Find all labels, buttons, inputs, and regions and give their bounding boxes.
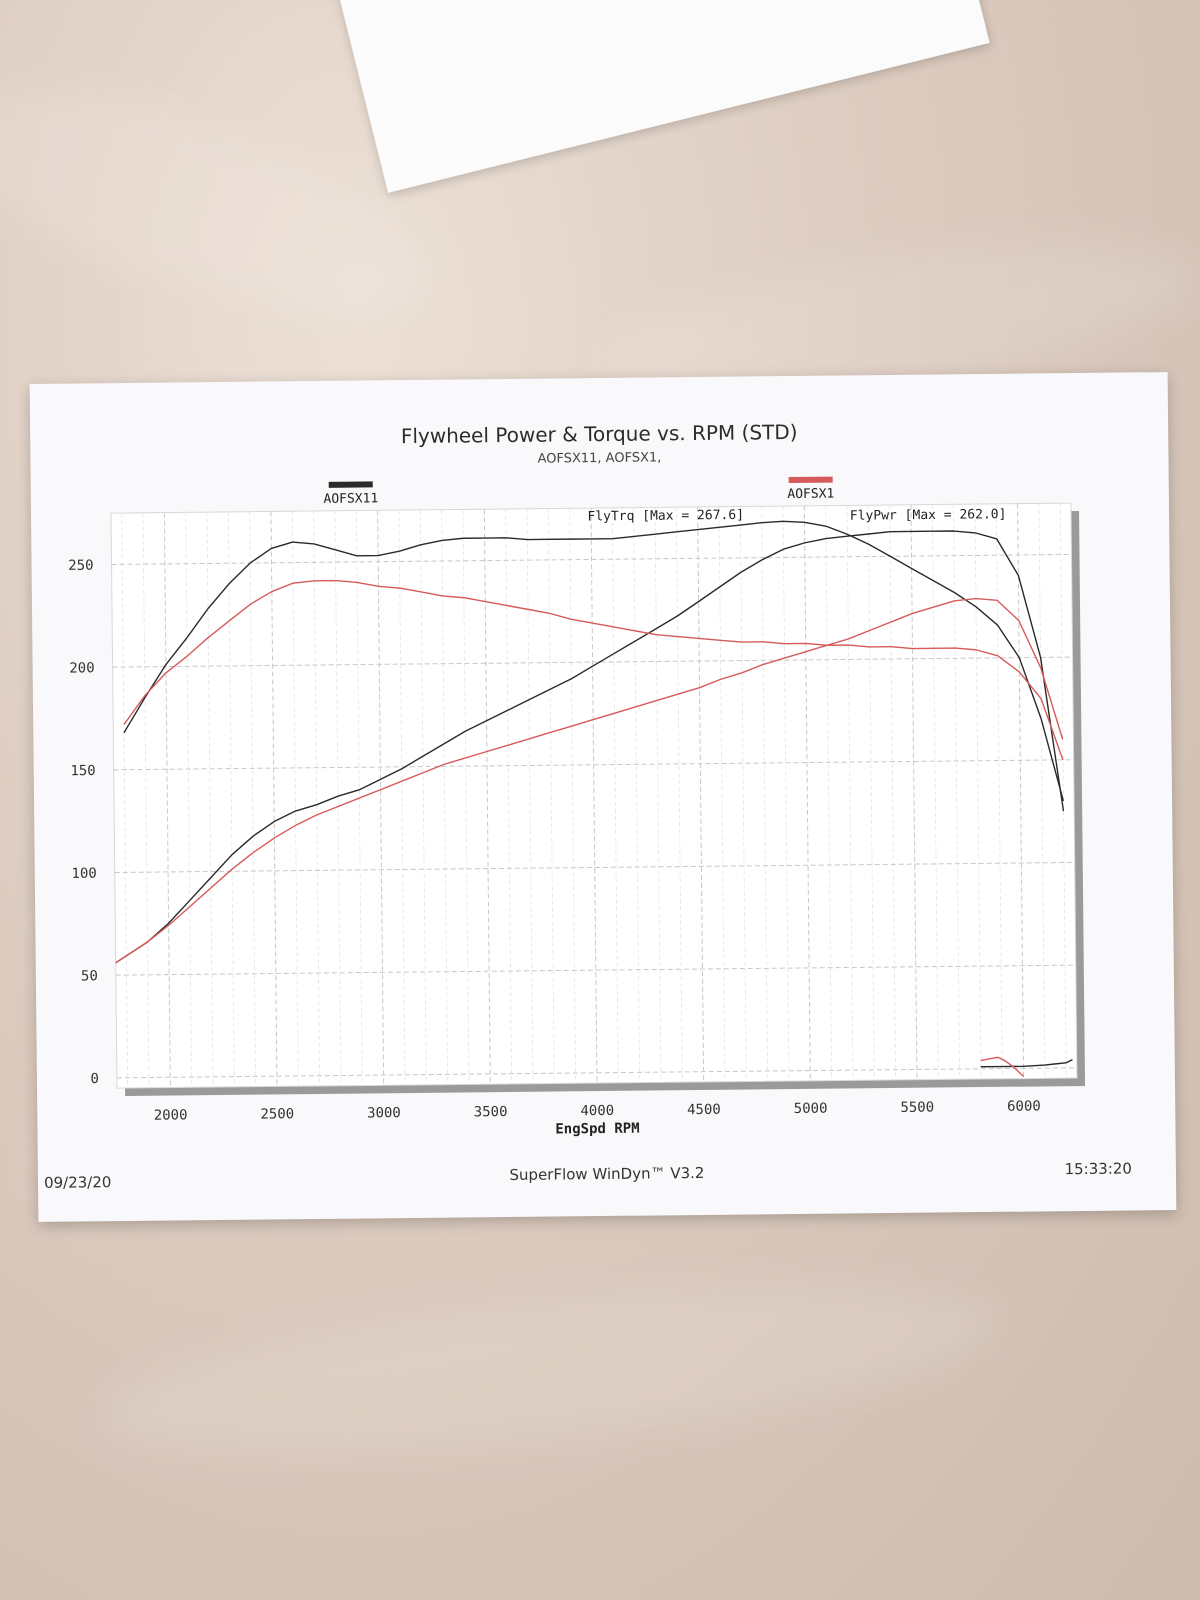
minor-gridline [889, 504, 897, 1080]
minor-gridline [953, 504, 961, 1080]
minor-gridline [185, 512, 193, 1088]
chart-annotation: FlyTrq [Max = 267.6] [587, 508, 744, 525]
fabric-fold [95, 1253, 1005, 1487]
minor-gridline [569, 508, 577, 1084]
minor-gridline [505, 508, 513, 1084]
y-gridline [114, 861, 1075, 873]
x-tick-label: 3500 [474, 1104, 508, 1120]
y-tick-label: 100 [71, 866, 96, 882]
series-line-aofsx1-tail [980, 1056, 1025, 1078]
minor-gridline [974, 504, 982, 1080]
x-tick-label: 3000 [367, 1105, 401, 1121]
minor-gridline [441, 509, 449, 1085]
dyno-printout-sheet: 2000 2500 3000 3500 4000 4500 5000 5500 6000 0 50 1… [29, 372, 1177, 1222]
legend-swatch [328, 481, 373, 488]
series-line-aofsx11-flypwr [115, 530, 1065, 964]
print-time: 15:33:20 [1064, 1159, 1133, 1179]
x-tick-label: 4000 [580, 1103, 614, 1119]
minor-gridline [313, 511, 321, 1086]
minor-gridline [1059, 503, 1067, 1079]
y-tick-label: 50 [81, 968, 98, 984]
series-line-aofsx1-flypwr [115, 597, 1064, 964]
minor-gridline [718, 506, 726, 1082]
minor-gridline [526, 508, 534, 1084]
y-tick-label: 200 [69, 660, 94, 676]
minor-gridline [867, 505, 875, 1081]
minor-gridline [782, 506, 790, 1082]
x-tick-label: 5500 [900, 1100, 934, 1116]
minor-gridline [398, 510, 406, 1086]
minor-gridline [611, 507, 619, 1083]
minor-gridline [995, 503, 1003, 1079]
chart-annotation: FlyPwr [Max = 262.0] [850, 507, 1007, 524]
minor-gridline [846, 505, 854, 1081]
series-line-aofsx11-tail [980, 1058, 1073, 1068]
minor-gridline [931, 504, 939, 1080]
minor-gridline [121, 513, 129, 1088]
minor-gridline [761, 506, 769, 1082]
minor-gridline [739, 506, 747, 1082]
minor-gridline [462, 509, 470, 1085]
y-tick-label: 0 [90, 1071, 99, 1087]
x-tick-label: 6000 [1007, 1098, 1041, 1114]
minor-gridline [419, 509, 427, 1085]
y-gridline [115, 964, 1076, 976]
x-tick-label: 4500 [687, 1102, 721, 1118]
minor-gridline [675, 507, 683, 1083]
minor-gridline [654, 507, 662, 1083]
legend-swatch [788, 476, 833, 484]
y-tick-label: 250 [68, 558, 93, 574]
minor-gridline [227, 511, 235, 1087]
x-axis-label: EngSpd RPM [555, 1121, 639, 1138]
minor-gridline [1038, 503, 1046, 1079]
minor-gridline [334, 510, 342, 1086]
plot-frame [110, 502, 1078, 1089]
y-gridline [116, 1067, 1077, 1079]
minor-gridline [142, 512, 150, 1088]
x-tick-label: 2000 [154, 1107, 188, 1123]
background-paper-sheet [330, 0, 990, 193]
legend-label: AOFSX11 [323, 491, 378, 507]
minor-gridline [206, 512, 214, 1088]
plot-layer: 2000 2500 3000 3500 4000 4500 5000 5500 6000 0 50 1… [68, 476, 1086, 1138]
chart-area: 2000 2500 3000 3500 4000 4500 5000 5500 6000 0 50 1… [68, 476, 1086, 1138]
x-tick-label: 2500 [260, 1106, 294, 1122]
minor-gridline [633, 507, 641, 1083]
minor-gridline [547, 508, 555, 1084]
series-line-aofsx1-flytrq [123, 579, 1064, 761]
minor-gridline [291, 511, 299, 1087]
y-tick-label: 150 [70, 763, 95, 779]
x-tick-label: 5000 [794, 1101, 828, 1117]
minor-gridline [825, 505, 833, 1081]
minor-gridline [249, 511, 257, 1087]
series-line-aofsx11-flytrq [123, 520, 1065, 802]
legend-label: AOFSX1 [787, 487, 834, 502]
